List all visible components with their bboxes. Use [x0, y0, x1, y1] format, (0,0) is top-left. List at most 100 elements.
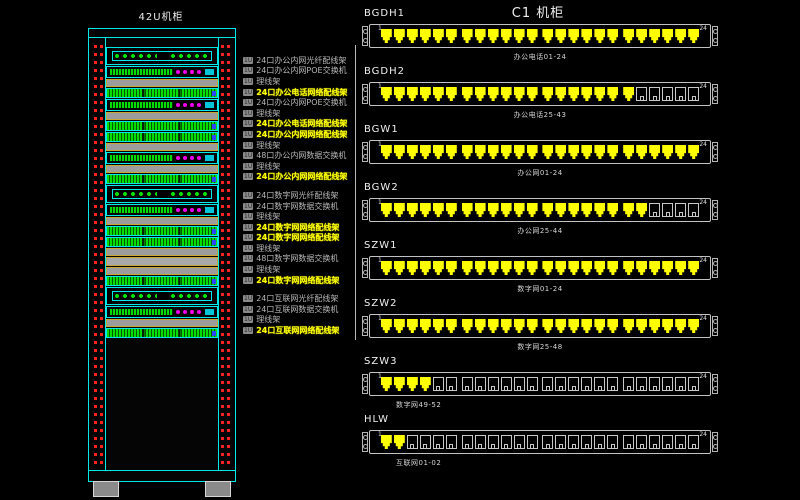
rack-unit-switch — [106, 306, 218, 318]
panel-body: 1 24 — [369, 82, 711, 106]
rack-unit-switch — [106, 152, 218, 164]
unit-label-text: 24口办公内网光纤配线架 — [256, 55, 347, 65]
first-port-number: 1 — [378, 141, 382, 148]
rj45-port-active — [555, 87, 567, 101]
switch-led — [183, 103, 187, 107]
port-group — [380, 435, 457, 449]
rj45-port-active — [380, 261, 392, 275]
rack-unit-label: 1U 24口办公内网POE交换机 — [243, 97, 359, 108]
first-port-number: 1 — [378, 83, 382, 90]
unit-size-tag: 1U — [243, 244, 254, 252]
panel-caption: 办公网25-44 — [517, 227, 563, 235]
port-group — [542, 377, 619, 391]
rj45-port-active — [393, 261, 405, 275]
rj45-port-active — [542, 145, 554, 159]
rack-unit-label: 1U 24口数字网数据交换机 — [243, 201, 359, 212]
port-group — [461, 435, 538, 449]
rj45-port-empty — [461, 377, 473, 391]
unit-label-text: 理线架 — [256, 315, 281, 325]
unit-label-text: 24口办公电话网络配线架 — [256, 87, 348, 97]
rj45-port-active — [675, 145, 687, 159]
panel-mounting-ear-left — [362, 316, 368, 336]
rj45-port-active — [445, 261, 457, 275]
rj45-port-active — [500, 319, 512, 333]
switch-led — [176, 208, 180, 212]
unit-label-text: 24口互联网光纤配线架 — [256, 294, 339, 304]
rack-unit-label: 1U 理线架 — [243, 161, 359, 172]
unit-label-text: 理线架 — [256, 265, 281, 275]
fiber-coupler-row — [112, 291, 212, 301]
rj45-port-empty — [607, 377, 619, 391]
rj45-port-active — [474, 29, 486, 43]
port-group — [380, 319, 457, 333]
rack-mounting-holes — [100, 45, 103, 465]
panel-body: 1 24 — [369, 198, 711, 222]
unit-label-text: 理线架 — [256, 161, 281, 171]
rj45-port-active — [461, 87, 473, 101]
rj45-port-active — [581, 203, 593, 217]
rj45-port-empty — [675, 203, 687, 217]
rj45-port-empty — [649, 203, 661, 217]
rj45-port-active — [688, 261, 700, 275]
rj45-port-active — [623, 87, 635, 101]
unit-size-tag: 1U — [243, 327, 254, 335]
port-group — [380, 87, 457, 101]
panel-mounting-ear-right — [712, 142, 718, 162]
unit-label-text: 24口数字网网络配线架 — [256, 222, 340, 232]
rj45-port-empty — [662, 203, 674, 217]
rj45-port-active — [380, 203, 392, 217]
panel-body: 1 24 — [369, 256, 711, 280]
switch-port-strip — [110, 155, 173, 161]
rj45-port-empty — [500, 435, 512, 449]
rack-unit-fiber — [106, 185, 218, 203]
rack-unit-label: 1U 24口办公内网网络配线架 — [243, 129, 359, 140]
unit-size-tag: 1U — [243, 120, 254, 128]
rj45-port-active — [623, 29, 635, 43]
rj45-port-active — [568, 29, 580, 43]
panel-name: HLW — [364, 414, 390, 425]
rj45-port-active — [445, 87, 457, 101]
switch-port-strip — [110, 102, 173, 108]
rj45-port-active — [406, 319, 418, 333]
rj45-port-active — [432, 87, 444, 101]
rj45-port-empty — [474, 377, 486, 391]
last-port-number: 24 — [699, 83, 707, 90]
panel-name: BGW2 — [364, 182, 399, 193]
switch-led — [190, 103, 194, 107]
rj45-port-active — [649, 261, 661, 275]
unit-label-text: 24口数字网数据交换机 — [256, 201, 339, 211]
port-group — [380, 29, 457, 43]
rj45-port-active — [432, 261, 444, 275]
port-group — [542, 203, 619, 217]
rj45-port-active — [513, 203, 525, 217]
rj45-port-active — [636, 319, 648, 333]
rj45-port-active — [432, 319, 444, 333]
unit-label-text: 24口办公内网网络配线架 — [256, 129, 348, 139]
first-port-number: 1 — [378, 315, 382, 322]
rj45-port-active — [607, 29, 619, 43]
rack-unit-patch — [106, 121, 218, 131]
rj45-port-empty — [474, 435, 486, 449]
rj45-port-active — [688, 29, 700, 43]
rj45-port-empty — [649, 377, 661, 391]
rj45-port-active — [526, 87, 538, 101]
rj45-port-active — [474, 203, 486, 217]
rj45-port-active — [432, 203, 444, 217]
panel-name: BGDH2 — [364, 66, 406, 77]
last-port-number: 24 — [699, 257, 707, 264]
rj45-port-empty — [688, 435, 700, 449]
rj45-port-empty — [513, 377, 525, 391]
rack-left-rail — [105, 37, 106, 471]
panel-row: 1 24 — [362, 140, 718, 164]
first-port-number: 1 — [378, 431, 382, 438]
switch-led — [176, 70, 180, 74]
port-group — [623, 145, 700, 159]
rj45-port-empty — [688, 377, 700, 391]
rj45-port-empty — [623, 377, 635, 391]
rack-unit-label: 1U 理线架 — [243, 264, 359, 275]
rack-unit-label-list: 1U 24口办公内网光纤配线架 1U 24口办公内网POE交换机 1U 理线架 1U 24口办… — [243, 55, 359, 336]
rj45-port-active — [500, 29, 512, 43]
switch-port-strip — [110, 69, 173, 75]
rj45-port-empty — [461, 435, 473, 449]
panel-mounting-ear-left — [362, 26, 368, 46]
